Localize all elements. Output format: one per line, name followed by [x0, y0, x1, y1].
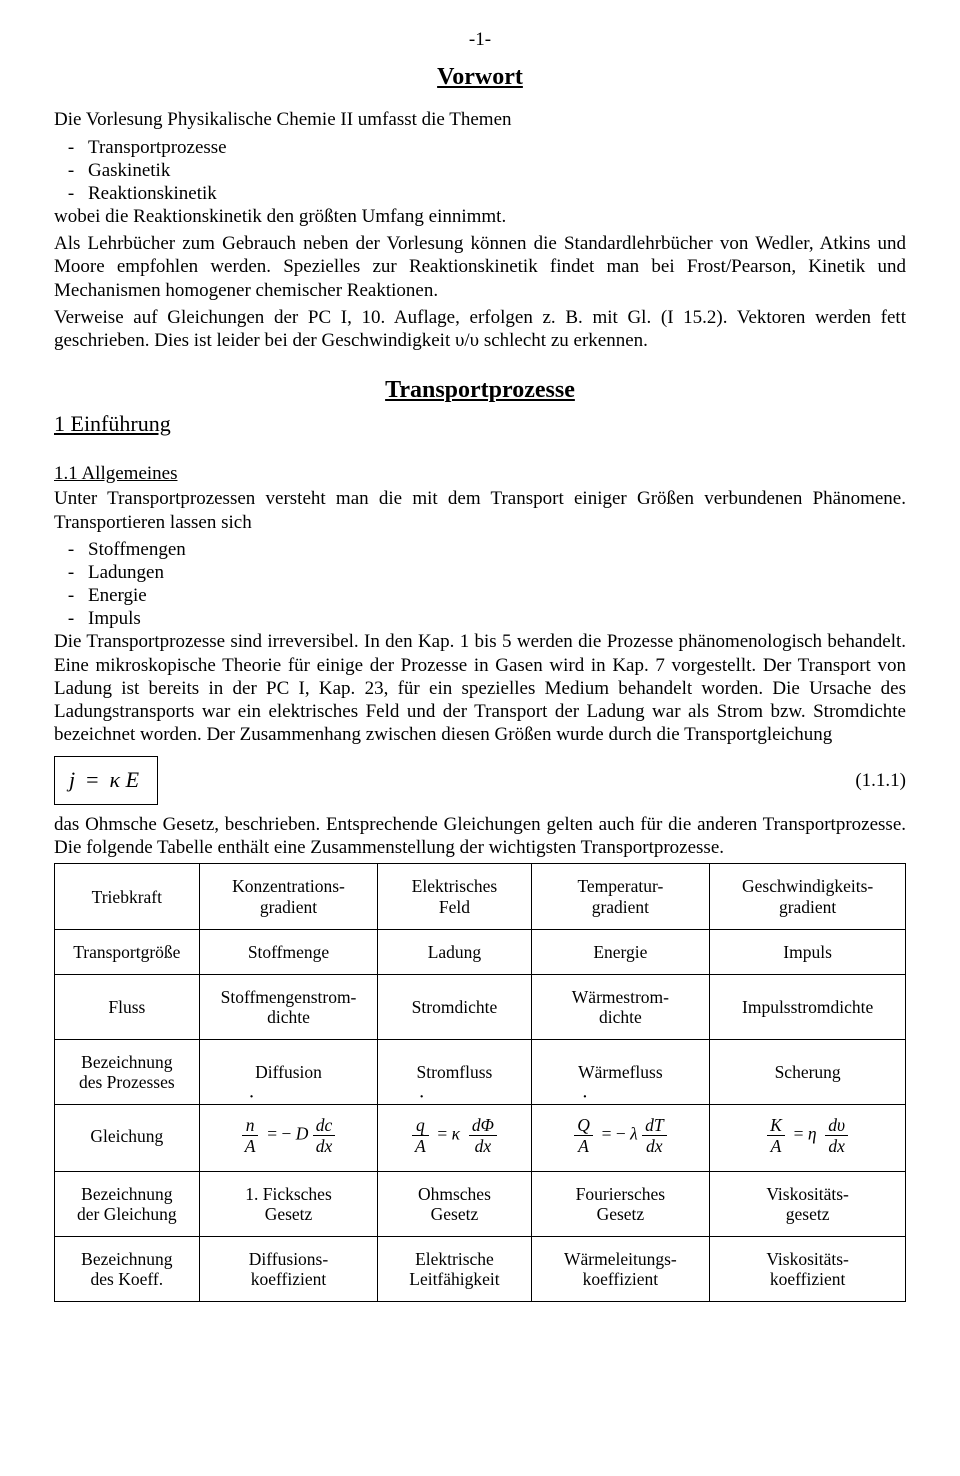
- vorwort-bullet: -Gaskinetik: [54, 159, 906, 182]
- table-cell: Impulsstromdichte: [710, 974, 906, 1039]
- equation-cell: nA = − D dcdx: [199, 1105, 378, 1171]
- table-cell: Viskositäts-gesetz: [710, 1171, 906, 1236]
- table-cell: Gleichung: [55, 1105, 200, 1171]
- bullet-text: Impuls: [88, 607, 141, 630]
- table-row: Bezeichnungder Gleichung 1. FickschesGes…: [55, 1171, 906, 1236]
- table-row-equations: Gleichung nA = − D dcdx qA = κ dΦdx QA =…: [55, 1105, 906, 1171]
- table-cell: ElektrischesFeld: [378, 864, 531, 929]
- table-cell: FourierschesGesetz: [531, 1171, 710, 1236]
- table-cell: Fluss: [55, 974, 200, 1039]
- table-cell: Impuls: [710, 929, 906, 974]
- table-row: Bezeichnungdes Koeff. Diffusions-koeffiz…: [55, 1236, 906, 1301]
- vorwort-p2a: wobei die Reaktionskinetik den größten U…: [54, 205, 906, 228]
- bullet-text: Gaskinetik: [88, 159, 170, 182]
- table-cell: Energie: [531, 929, 710, 974]
- vorwort-p2c: Verweise auf Gleichungen der PC I, 10. A…: [54, 306, 906, 352]
- table-cell: Wärmeleitungs-koeffizient: [531, 1236, 710, 1301]
- vorwort-title: Vorwort: [54, 63, 906, 92]
- transport-title: Transportprozesse: [54, 376, 906, 405]
- p11-bullet: -Ladungen: [54, 561, 906, 584]
- equation-cell: KA = η dυdx: [710, 1105, 906, 1171]
- table-cell: Stromfluss: [378, 1040, 531, 1105]
- bullet-text: Ladungen: [88, 561, 164, 584]
- table-cell: Konzentrations-gradient: [199, 864, 378, 929]
- equation-number: (1.1.1): [855, 769, 906, 792]
- bullet-text: Stoffmengen: [88, 538, 186, 561]
- table-cell: Viskositäts-koeffizient: [710, 1236, 906, 1301]
- table-cell: Diffusions-koeffizient: [199, 1236, 378, 1301]
- table-cell: 1. FickschesGesetz: [199, 1171, 378, 1236]
- p11-bullet: -Impuls: [54, 607, 906, 630]
- vorwort-p2b: Als Lehrbücher zum Gebrauch neben der Vo…: [54, 232, 906, 302]
- table-cell: Bezeichnungdes Koeff.: [55, 1236, 200, 1301]
- equation-box: j = κ E: [54, 756, 158, 805]
- table-cell: ElektrischeLeitfähigkeit: [378, 1236, 531, 1301]
- bullet-text: Transportprozesse: [88, 136, 227, 159]
- section1-title: 1 Einführung: [54, 411, 906, 438]
- table-cell: Ladung: [378, 929, 531, 974]
- subsection-title: 1.1 Allgemeines: [54, 462, 906, 485]
- table-cell: Wärmestrom-dichte: [531, 974, 710, 1039]
- vorwort-intro: Die Vorlesung Physikalische Chemie II um…: [54, 108, 906, 131]
- p11-a: Unter Transportprozessen versteht man di…: [54, 487, 906, 533]
- p11-bullet: -Stoffmengen: [54, 538, 906, 561]
- vorwort-bullet: -Transportprozesse: [54, 136, 906, 159]
- transport-table: Triebkraft Konzentrations-gradient Elekt…: [54, 863, 906, 1302]
- table-cell: Bezeichnungder Gleichung: [55, 1171, 200, 1236]
- vorwort-bullet: -Reaktionskinetik: [54, 182, 906, 205]
- table-cell: Diffusion: [199, 1040, 378, 1105]
- equation-cell: QA = − λ dTdx: [531, 1105, 710, 1171]
- table-cell: Stoffmenge: [199, 929, 378, 974]
- p11-c: das Ohmsche Gesetz, beschrieben. Entspre…: [54, 813, 906, 859]
- table-cell: Temperatur-gradient: [531, 864, 710, 929]
- page-number: -1-: [54, 28, 906, 51]
- table-cell: Stoffmengenstrom-dichte: [199, 974, 378, 1039]
- p11-bullet: -Energie: [54, 584, 906, 607]
- equation-cell: qA = κ dΦdx: [378, 1105, 531, 1171]
- table-cell: Transportgröße: [55, 929, 200, 974]
- table-row: Triebkraft Konzentrations-gradient Elekt…: [55, 864, 906, 929]
- table-row: Transportgröße Stoffmenge Ladung Energie…: [55, 929, 906, 974]
- table-cell: Wärmefluss: [531, 1040, 710, 1105]
- table-cell: Scherung: [710, 1040, 906, 1105]
- table-row: Bezeichnungdes Prozesses Diffusion Strom…: [55, 1040, 906, 1105]
- bullet-text: Reaktionskinetik: [88, 182, 217, 205]
- table-row: Fluss Stoffmengenstrom-dichte Stromdicht…: [55, 974, 906, 1039]
- equation-row: j = κ E (1.1.1): [54, 756, 906, 805]
- table-cell: Stromdichte: [378, 974, 531, 1039]
- page: -1- Vorwort Die Vorlesung Physikalische …: [0, 0, 960, 1476]
- table-cell: Bezeichnungdes Prozesses: [55, 1040, 200, 1105]
- p11-b: Die Transportprozesse sind irreversibel.…: [54, 630, 906, 746]
- table-cell: Geschwindigkeits-gradient: [710, 864, 906, 929]
- table-cell: OhmschesGesetz: [378, 1171, 531, 1236]
- bullet-text: Energie: [88, 584, 147, 607]
- table-cell: Triebkraft: [55, 864, 200, 929]
